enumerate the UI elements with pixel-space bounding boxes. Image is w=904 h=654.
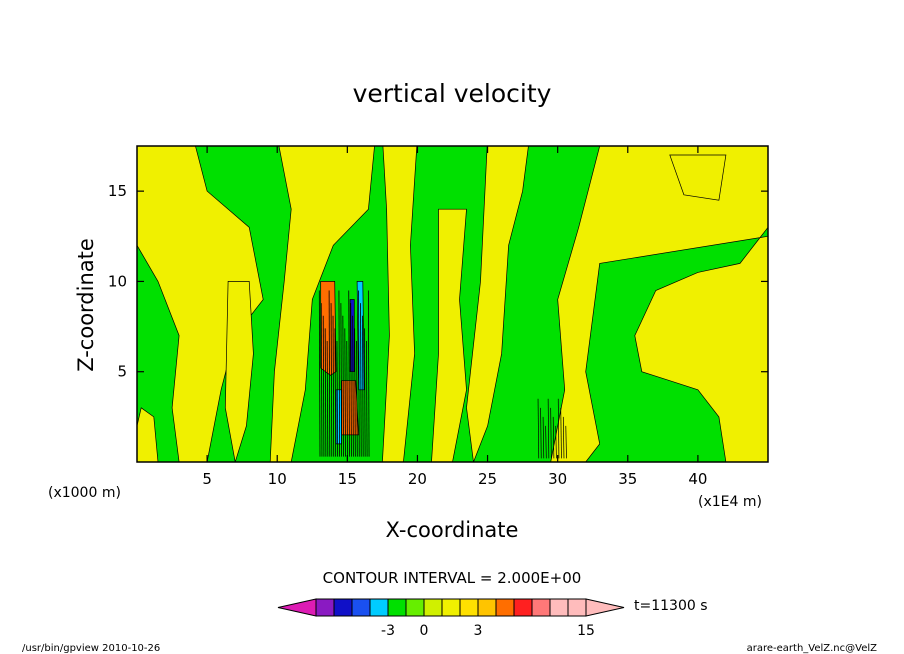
x-tick-label: 40 (688, 470, 707, 488)
x-tick-label: 30 (548, 470, 567, 488)
contour-line (330, 303, 333, 457)
positive-region (137, 146, 264, 462)
colorbar-segment (351, 598, 371, 617)
colorbar-label: 3 (474, 623, 483, 639)
contour-line (326, 341, 329, 457)
contour-line (354, 328, 356, 457)
colorbar-segment (441, 598, 461, 617)
colorbar-label: -3 (381, 623, 395, 639)
contour-line (537, 398, 540, 459)
contour-line (338, 290, 341, 457)
x-unit-left: (x1000 m) (48, 485, 121, 501)
colorbar-segment (333, 598, 353, 617)
plot-frame (136, 145, 769, 463)
contour-line (320, 303, 323, 457)
contour-line (350, 303, 352, 457)
colorbar-segment (549, 598, 569, 617)
contour-line (322, 315, 325, 457)
contour-line (540, 407, 542, 459)
positive-region (466, 146, 529, 462)
y-tick-label: 10 (108, 272, 127, 290)
positive-region (669, 154, 727, 201)
contour-line (358, 290, 360, 457)
contour-line (367, 290, 370, 457)
contour-line (362, 315, 364, 457)
colorbar: -3 0 3 15 (277, 598, 625, 639)
contour-line (340, 303, 342, 457)
colorbar-under (277, 598, 317, 617)
colorbar-segment (369, 598, 389, 617)
contour-line (336, 341, 339, 457)
positive-region (224, 281, 254, 462)
colorbar-segment (459, 598, 479, 617)
colorbar-segment (495, 598, 515, 617)
x-tick-label: 25 (478, 470, 497, 488)
x-tick-label: 5 (202, 470, 212, 488)
contour-line (555, 425, 557, 459)
x-axis: 5 10 15 20 25 30 35 40 (202, 146, 707, 488)
contour-line (364, 328, 366, 457)
x-tick-label: 35 (618, 470, 637, 488)
contour-line (565, 425, 567, 459)
colorbar-label: 15 (577, 623, 595, 639)
y-tick-label: 5 (117, 363, 127, 381)
contour-line (560, 407, 562, 459)
contour-line (348, 290, 350, 457)
updraft-core (341, 380, 359, 436)
contour-line (334, 328, 337, 457)
colorbar-label: 0 (420, 623, 429, 639)
colorbar-segment (477, 598, 497, 617)
contour-line (547, 398, 550, 459)
positive-region (550, 146, 768, 462)
contour-line (557, 398, 560, 459)
positive-region (382, 146, 418, 462)
colorbar-segment (405, 598, 425, 617)
x-tick-label: 15 (338, 470, 357, 488)
contour-line (342, 315, 344, 457)
time-label: t=11300 s (634, 598, 708, 614)
contour-line (328, 290, 331, 457)
colorbar-segment (567, 598, 587, 617)
y-axis-label: Z-coordinate (74, 238, 98, 372)
contour-line (332, 315, 335, 457)
contour-line (542, 416, 545, 459)
plot-area (137, 146, 768, 462)
contour-line (352, 315, 354, 457)
footer-left: /usr/bin/gpview 2010-10-26 (22, 643, 160, 654)
chart-title: vertical velocity (353, 79, 552, 108)
colorbar-segment (387, 598, 407, 617)
contour-line (550, 407, 552, 459)
positive-region (431, 208, 467, 462)
contour-line (562, 416, 565, 459)
contour-line (344, 328, 346, 457)
x-tick-label: 10 (268, 470, 287, 488)
contour-interval-label: CONTOUR INTERVAL = 2.000E+00 (323, 569, 582, 587)
x-axis-label: X-coordinate (386, 518, 519, 542)
colorbar-segment (423, 598, 443, 617)
contour-line (360, 303, 362, 457)
contour-lines (318, 290, 567, 459)
contour-fields (137, 146, 768, 462)
colorbar-segment (513, 598, 533, 617)
contour-line (552, 416, 555, 459)
contour-line (545, 425, 547, 459)
y-axis: 5 10 15 (108, 182, 768, 381)
footer-right: arare-earth_VelZ.nc@VelZ (747, 643, 878, 654)
colorbar-segment (531, 598, 551, 617)
contour-line (324, 328, 327, 457)
contour-line (356, 341, 358, 457)
colorbar-segment (315, 598, 335, 617)
contour-line (346, 341, 348, 457)
positive-region (269, 146, 375, 462)
contour-line (366, 341, 368, 457)
contour-line (318, 290, 321, 457)
x-tick-label: 20 (408, 470, 427, 488)
colorbar-over (585, 598, 625, 617)
x-unit-right: (x1E4 m) (698, 494, 762, 510)
y-tick-label: 15 (108, 182, 127, 200)
